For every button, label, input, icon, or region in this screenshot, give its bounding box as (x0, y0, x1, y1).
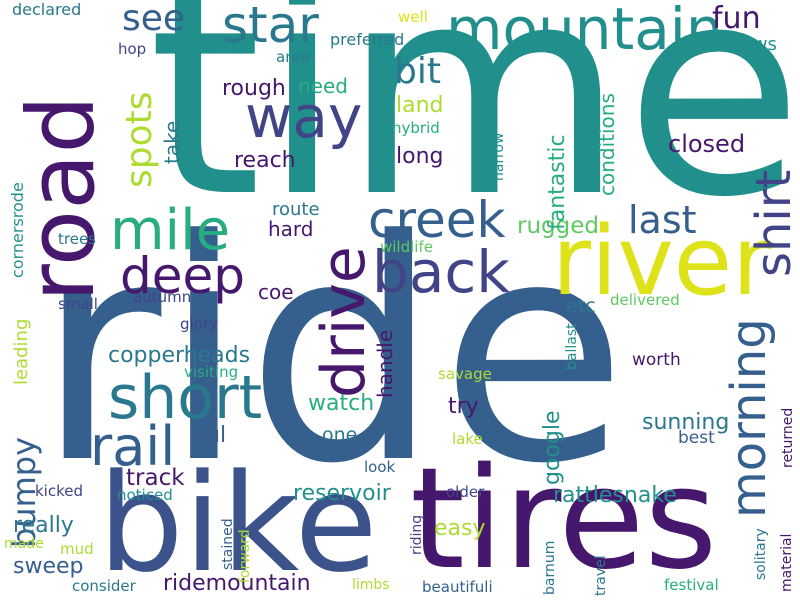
word-etc: etc (566, 295, 596, 317)
word-bit: bit (394, 51, 441, 92)
word-solitary: solitary (753, 528, 769, 580)
word-area: area (276, 48, 310, 66)
word-small: small (58, 295, 98, 313)
word-views: views (726, 34, 777, 55)
word-forward: forward (237, 529, 253, 583)
word-rail: rail (90, 415, 176, 478)
word-short: short (108, 363, 263, 433)
word-hybrid: hybrid (392, 119, 440, 137)
word-way: way (245, 83, 363, 151)
word-declared: declared (12, 0, 82, 19)
word-mile: mile (110, 198, 231, 263)
word-riding: riding (409, 514, 425, 555)
word-handle: handle (373, 329, 397, 398)
word-material: material (779, 533, 795, 592)
word-watch: watch (308, 391, 375, 416)
word-preferred: preferred (330, 30, 405, 49)
word-google: google (540, 410, 565, 486)
word-visiting: visiting (184, 363, 239, 381)
word-kicked: kicked (35, 482, 84, 500)
word-rugged: rugged (517, 213, 599, 239)
word-mud: mud (60, 540, 94, 558)
word-creek: creek (368, 191, 506, 249)
word-see: see (122, 0, 186, 39)
word-travel: travel (593, 555, 609, 596)
word-wildlife: wildlife (380, 238, 433, 256)
word-time: time (148, 0, 800, 261)
word-reach: reach (234, 148, 296, 173)
word-road: road (8, 95, 115, 302)
word-returned: returned (780, 407, 796, 468)
word-coe: coe (258, 280, 294, 304)
word-barnum: barnum (542, 540, 558, 595)
word-fun: fun (712, 1, 761, 36)
word-really: really (13, 513, 74, 538)
word-sweep: sweep (13, 554, 84, 579)
word-lake: lake (452, 430, 483, 448)
word-look: look (364, 458, 396, 476)
word-limbs: limbs (352, 577, 390, 593)
word-copperheads: copperheads (108, 343, 251, 368)
word-older: older (446, 483, 485, 501)
word-conditions: conditions (595, 93, 619, 196)
word-leading: leading (11, 318, 32, 385)
word-hop: hop (118, 40, 147, 58)
word-consider: consider (72, 577, 136, 595)
word-morning: morning (721, 318, 777, 518)
word-star: star (222, 0, 319, 54)
word-bike: bike (98, 445, 378, 600)
word-narrow: narrow (491, 132, 507, 181)
word-track: track (126, 465, 185, 491)
word-drive: drive (309, 246, 379, 398)
word-land: land (396, 93, 444, 118)
word-jul: jul (200, 423, 227, 448)
word-try: try (448, 394, 479, 419)
word-route: route (272, 199, 320, 220)
word-sunning: sunning (642, 410, 730, 435)
word-ballast: ballast (564, 323, 580, 370)
word-last: last (628, 198, 697, 242)
word-best: best (678, 428, 715, 448)
word-long: long (396, 144, 444, 169)
word-beautifuli: beautifuli (422, 578, 493, 596)
word-trees: trees (58, 230, 96, 248)
word-back: back (372, 238, 510, 306)
word-delivered: delivered (610, 291, 680, 309)
word-autumn: autumn (133, 288, 192, 306)
word-made: made (4, 536, 44, 552)
word-ridemountain: ridemountain (163, 571, 311, 596)
word-festival: festival (664, 576, 719, 594)
word-stained: stained (220, 518, 236, 570)
word-take: take (160, 120, 184, 164)
word-tires: tires (410, 438, 718, 600)
word-rattlesnake: rattlesnake (553, 483, 677, 508)
word-shirt: shirt (746, 169, 800, 277)
word-one: one (322, 424, 358, 446)
word-mountain: mountain (446, 0, 723, 63)
word-deep: deep (120, 247, 245, 305)
word-need: need (298, 74, 348, 98)
word-hard: hard (268, 217, 314, 241)
word-spots: spots (119, 91, 160, 188)
word-river: river (552, 207, 772, 317)
word-reservoir: reservoir (293, 481, 391, 506)
word-glory: glory (180, 315, 218, 333)
word-easy: easy (434, 516, 486, 541)
word-rough: rough (222, 76, 286, 101)
word-noticed: noticed (117, 486, 173, 504)
word-worth: worth (632, 350, 681, 370)
word-well: well (398, 8, 428, 26)
word-savage: savage (438, 365, 492, 383)
word-fantastic: fantastic (545, 134, 570, 230)
word-cornersrode: cornersrode (8, 182, 27, 278)
word-closed: closed (668, 130, 746, 158)
word-ride: ride (36, 175, 628, 530)
